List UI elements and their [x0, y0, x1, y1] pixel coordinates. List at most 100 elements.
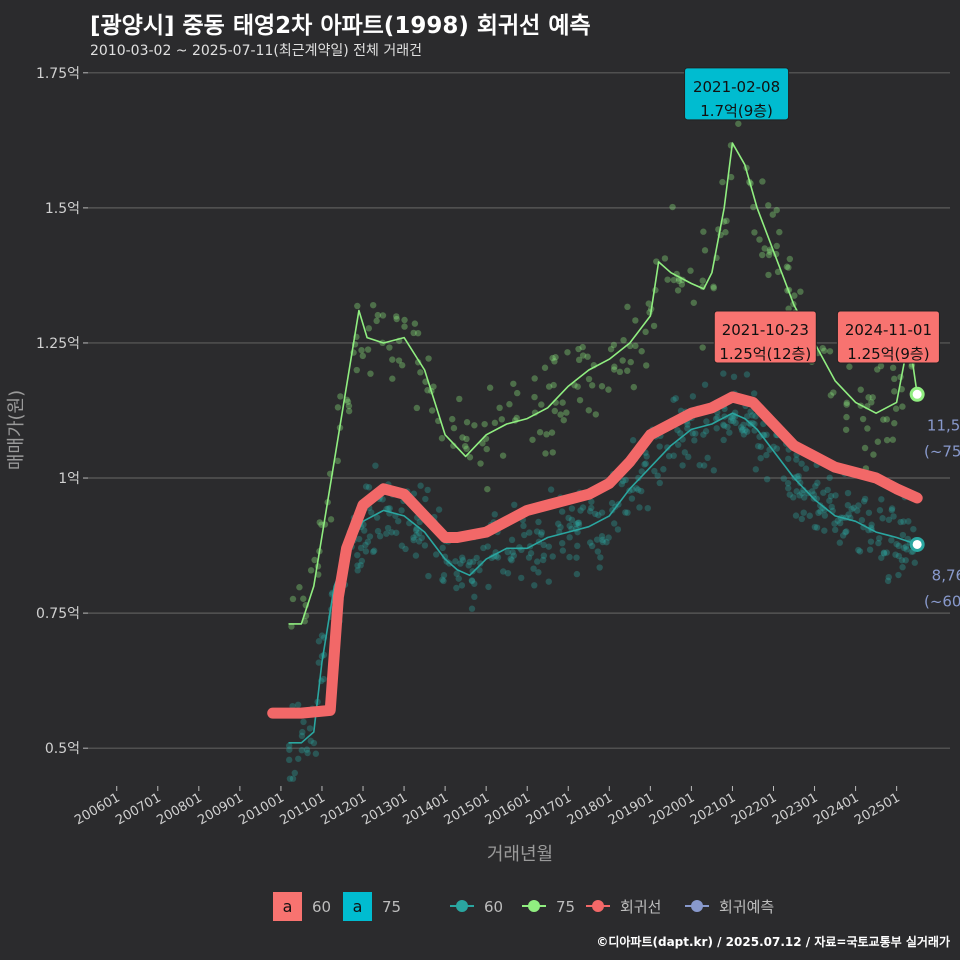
data-point [883, 549, 890, 556]
data-point [802, 465, 810, 472]
data-point [819, 344, 826, 352]
data-point [628, 495, 636, 502]
data-point [588, 498, 595, 505]
y-tick-label: 0.75억 [36, 606, 80, 622]
data-point [468, 605, 476, 612]
data-point [540, 541, 547, 549]
data-point [453, 570, 460, 577]
data-point [850, 504, 857, 511]
data-point [785, 455, 792, 462]
data-point [549, 354, 556, 362]
data-point [679, 462, 686, 469]
data-point [710, 467, 718, 474]
data-point [463, 419, 471, 426]
data-point [828, 503, 835, 511]
data-point [793, 488, 800, 495]
data-point [757, 454, 764, 462]
x-tick-label: 201501 [442, 790, 492, 828]
data-point [743, 413, 751, 420]
data-point [842, 426, 850, 433]
y-tick-label: 1.75억 [36, 66, 80, 82]
data-point [513, 414, 520, 422]
data-point [619, 477, 627, 485]
data-point [900, 544, 908, 552]
data-point [545, 578, 552, 585]
data-point [843, 399, 850, 406]
data-point [372, 462, 379, 469]
data-point [910, 525, 917, 533]
data-point [410, 329, 417, 337]
data-point [395, 517, 402, 525]
legend-line-dot [528, 900, 540, 912]
data-point [510, 552, 518, 559]
x-tick-label: 200601 [72, 790, 122, 828]
data-point [369, 548, 377, 556]
data-point [844, 501, 852, 509]
data-point [911, 559, 918, 566]
data-point [610, 341, 618, 349]
data-point [635, 474, 642, 482]
end-label-value: 11,550 [927, 416, 960, 434]
data-point [791, 292, 798, 299]
data-point [584, 353, 591, 360]
data-point [624, 367, 631, 374]
data-point [593, 536, 601, 543]
data-point [895, 552, 903, 560]
data-point [424, 486, 431, 494]
data-point [720, 436, 727, 444]
data-point [812, 482, 819, 490]
data-point [558, 508, 566, 515]
data-point [476, 566, 483, 574]
data-point [607, 345, 615, 353]
data-point [611, 363, 618, 370]
data-point [624, 509, 631, 516]
x-axis-label: 거래년월 [487, 844, 553, 865]
data-point [594, 548, 602, 555]
data-point [750, 390, 758, 397]
data-point [548, 429, 556, 436]
data-point [724, 423, 731, 431]
data-point [432, 551, 440, 558]
data-point [608, 499, 616, 507]
data-point [785, 264, 792, 271]
data-point [355, 535, 363, 543]
data-point [821, 527, 828, 534]
legend-key-box [273, 892, 302, 921]
data-point [874, 438, 882, 445]
data-point [306, 725, 314, 732]
data-point [520, 522, 527, 530]
data-point [545, 383, 553, 390]
legend-line-label: 회귀예측 [719, 898, 774, 916]
data-point [598, 533, 606, 540]
data-point [798, 460, 805, 467]
data-point [797, 288, 804, 295]
data-point [878, 496, 885, 503]
data-point [499, 452, 507, 459]
data-point [398, 362, 406, 369]
data-point [459, 557, 467, 564]
end-label-area: (~60㎡) [924, 592, 960, 610]
data-point [466, 454, 474, 461]
y-axis-label: 매매가(원) [6, 390, 27, 470]
data-point [826, 497, 833, 504]
data-point [453, 584, 460, 592]
data-point [884, 577, 892, 585]
data-point [549, 449, 556, 456]
legend-line-label: 회귀선 [620, 898, 661, 916]
data-point [595, 511, 602, 519]
data-point [337, 393, 344, 400]
data-point [538, 529, 546, 536]
data-point [780, 475, 788, 482]
data-point [364, 346, 372, 353]
data-point [831, 526, 839, 534]
data-point [586, 508, 594, 515]
x-tick-label: 201201 [319, 790, 369, 828]
end-label-area: (~75㎡) [924, 442, 960, 460]
data-point [888, 505, 896, 512]
data-point [440, 577, 447, 585]
data-point [412, 526, 420, 534]
data-point [701, 381, 709, 388]
y-tick-label: 1.25억 [36, 336, 80, 352]
series-lines [267, 142, 923, 744]
data-point [895, 571, 902, 579]
